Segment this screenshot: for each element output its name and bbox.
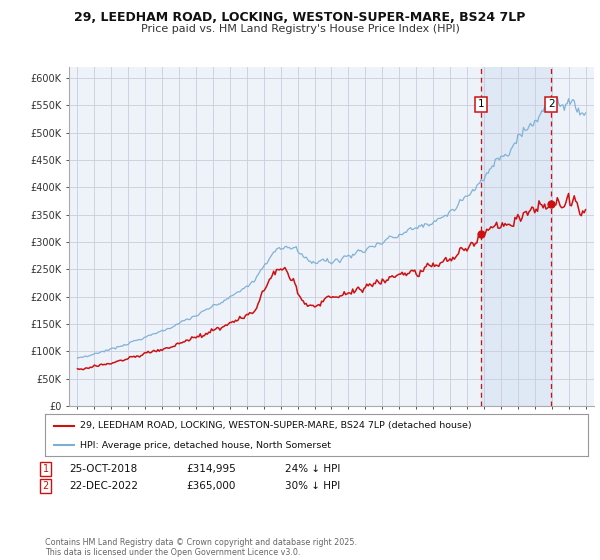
- Text: Price paid vs. HM Land Registry's House Price Index (HPI): Price paid vs. HM Land Registry's House …: [140, 24, 460, 34]
- Text: Contains HM Land Registry data © Crown copyright and database right 2025.
This d: Contains HM Land Registry data © Crown c…: [45, 538, 357, 557]
- Text: 29, LEEDHAM ROAD, LOCKING, WESTON-SUPER-MARE, BS24 7LP: 29, LEEDHAM ROAD, LOCKING, WESTON-SUPER-…: [74, 11, 526, 24]
- Text: 25-OCT-2018: 25-OCT-2018: [69, 464, 137, 474]
- Text: HPI: Average price, detached house, North Somerset: HPI: Average price, detached house, Nort…: [80, 441, 331, 450]
- Text: 1: 1: [478, 100, 484, 109]
- Text: £314,995: £314,995: [186, 464, 236, 474]
- Text: 24% ↓ HPI: 24% ↓ HPI: [285, 464, 340, 474]
- Text: 2: 2: [548, 100, 554, 109]
- Text: 29, LEEDHAM ROAD, LOCKING, WESTON-SUPER-MARE, BS24 7LP (detached house): 29, LEEDHAM ROAD, LOCKING, WESTON-SUPER-…: [80, 421, 472, 430]
- Text: 22-DEC-2022: 22-DEC-2022: [69, 481, 138, 491]
- Bar: [481, 67, 551, 406]
- Text: £365,000: £365,000: [186, 481, 235, 491]
- Text: 2: 2: [43, 481, 49, 491]
- Text: 30% ↓ HPI: 30% ↓ HPI: [285, 481, 340, 491]
- Text: 1: 1: [43, 464, 49, 474]
